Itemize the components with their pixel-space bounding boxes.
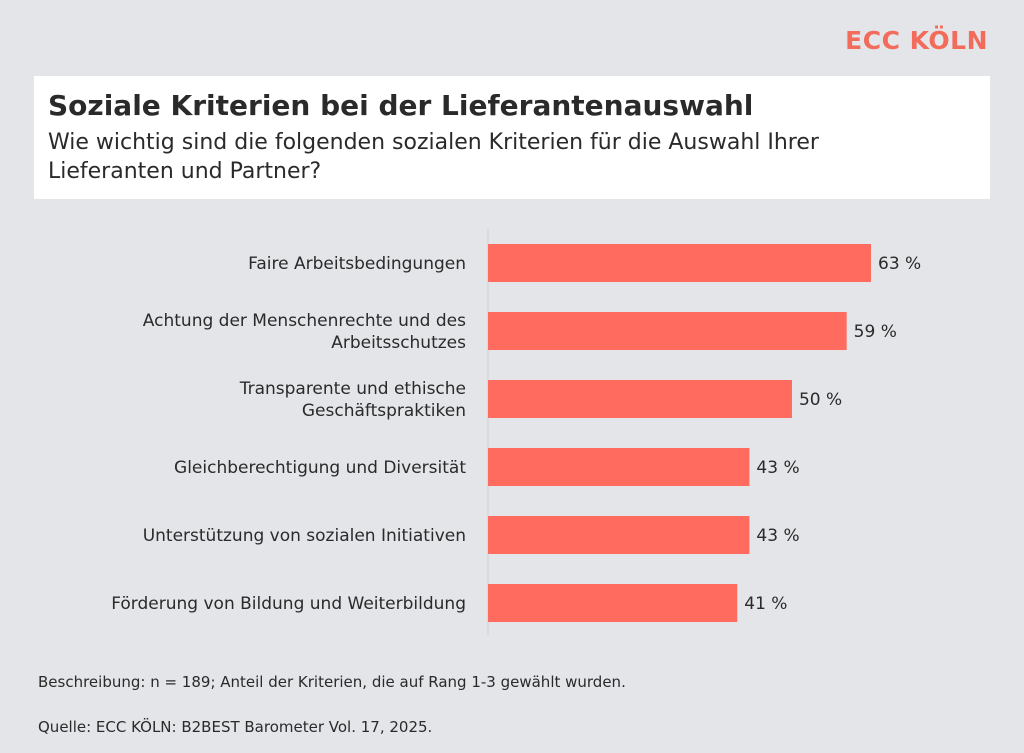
bar-3 [488,380,792,418]
footer-description: Beschreibung: n = 189; Anteil der Kriter… [38,673,626,691]
bar-2 [488,312,847,350]
bar-1 [488,244,871,282]
category-label-2: Achtung der Menschenrechte und des Arbeit… [143,311,466,353]
chart-subtitle: Wie wichtig sind die folgenden sozialen … [48,130,819,184]
category-label-line: Gleichberechtigung und Diversität [174,458,466,478]
bar-5 [488,516,750,554]
chart-title: Soziale Kriterien bei der Lieferantenaus… [48,89,754,122]
value-label-5: 43 % [756,526,799,546]
category-label-1: Faire Arbeitsbedingungen [248,254,466,274]
category-label-line: Geschäftspraktiken [302,401,466,421]
value-label-6: 41 % [744,594,787,614]
footer-source: Quelle: ECC KÖLN: B2BEST Barometer Vol. … [38,718,433,736]
brand-logo: ECC KÖLN [845,26,988,55]
value-label-2: 59 % [854,322,897,342]
bar-4 [488,448,750,486]
category-label-6: Förderung von Bildung und Weiterbildung [111,594,466,614]
bar-6 [488,584,738,622]
value-label-1: 63 % [878,254,921,274]
category-label-line: Unterstützung von sozialen Initiativen [143,526,466,546]
category-label-4: Gleichberechtigung und Diversität [174,458,466,478]
title-box: Soziale Kriterien bei der Lieferantenaus… [34,76,990,199]
category-label-line: Förderung von Bildung und Weiterbildung [111,594,466,614]
category-label-line: Faire Arbeitsbedingungen [248,254,466,274]
value-label-4: 43 % [756,458,799,478]
category-label-line: Achtung der Menschenrechte und des [143,311,466,331]
category-label-3: Transparente und ethische Geschäftsprakti… [239,379,466,421]
category-label-5: Unterstützung von sozialen Initiativen [143,526,466,546]
category-label-line: Transparente und ethische [239,379,466,399]
category-label-line: Arbeitsschutzes [331,333,466,353]
value-label-3: 50 % [799,390,842,410]
